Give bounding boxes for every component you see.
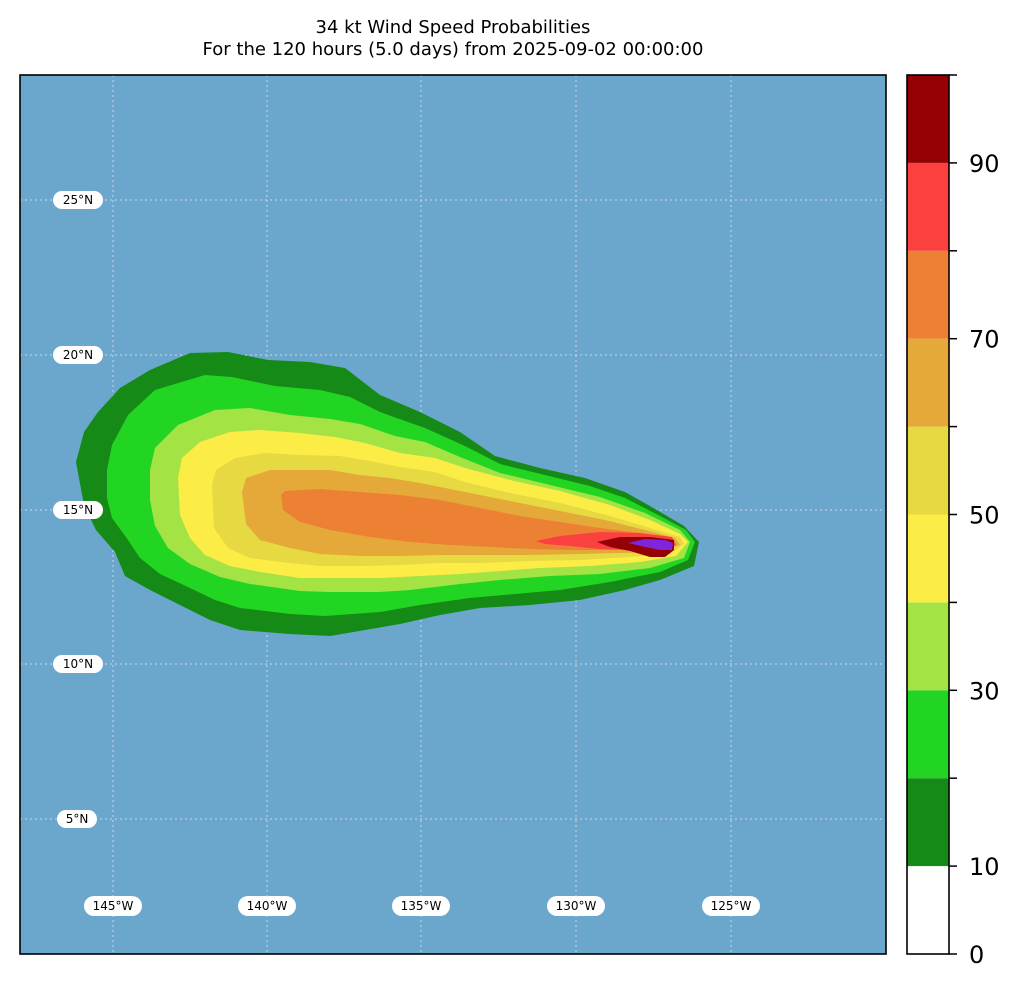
map-title: 34 kt Wind Speed Probabilities (315, 17, 591, 38)
colorbar-swatch-0-10 (907, 866, 949, 954)
lat-label-10n: 10°N (63, 657, 93, 671)
lon-label-group: 130°W (547, 896, 605, 916)
lon-label-group: 140°W (238, 896, 296, 916)
colorbar-tick-label-10: 10 (969, 853, 1000, 881)
label-background (702, 896, 760, 916)
colorbar-swatch-20-30 (907, 690, 949, 779)
lat-label-group: 20°N (53, 346, 103, 364)
colorbar-swatch-60-70 (907, 338, 949, 427)
lon-label-145w: 145°W (93, 899, 134, 913)
latitude-labels: 25°N 20°N 15°N 10°N 5°N (53, 191, 103, 828)
label-background (53, 191, 103, 209)
colorbar-swatch-70-80 (907, 250, 949, 339)
label-background (53, 655, 103, 673)
lat-label-15n: 15°N (63, 503, 93, 517)
colorbar-swatch-40-50 (907, 514, 949, 603)
lon-label-group: 145°W (84, 896, 142, 916)
colorbar-tick-label-30: 30 (969, 677, 1000, 705)
colorbar-swatches (907, 75, 949, 954)
label-background (547, 896, 605, 916)
lon-label-135w: 135°W (401, 899, 442, 913)
label-background (53, 501, 103, 519)
lat-label-group: 5°N (57, 810, 97, 828)
lon-label-140w: 140°W (247, 899, 288, 913)
colorbar-swatch-10-20 (907, 778, 949, 867)
label-background (84, 896, 142, 916)
gridlines (20, 75, 886, 954)
map-subtitle: For the 120 hours (5.0 days) from 2025-0… (202, 39, 704, 60)
colorbar-tick-label-50: 50 (969, 502, 1000, 530)
colorbar-swatch-30-40 (907, 602, 949, 691)
lon-label-group: 135°W (392, 896, 450, 916)
lat-label-5n: 5°N (66, 812, 89, 826)
lat-label-group: 15°N (53, 501, 103, 519)
lat-label-group: 10°N (53, 655, 103, 673)
label-background (392, 896, 450, 916)
label-background (57, 810, 97, 828)
colorbar-tick-label-70: 70 (969, 326, 1000, 354)
label-background (238, 896, 296, 916)
lon-label-125w: 125°W (711, 899, 752, 913)
colorbar-tick-label-0: 0 (969, 941, 984, 969)
colorbar-swatch-90-100 (907, 75, 949, 163)
longitude-labels: 145°W 140°W 135°W 130°W 125°W (84, 896, 760, 916)
colorbar-ticks: 0 10 30 50 70 90 (949, 74, 1000, 969)
colorbar-tick-label-90: 90 (969, 150, 1000, 178)
label-background (53, 346, 103, 364)
lat-label-25n: 25°N (63, 193, 93, 207)
probability-contours (76, 352, 699, 636)
colorbar-swatch-50-60 (907, 426, 949, 515)
contour-90-100 (628, 539, 673, 550)
lat-label-group: 25°N (53, 191, 103, 209)
colorbar-swatch-80-90 (907, 162, 949, 251)
lat-label-20n: 20°N (63, 348, 93, 362)
map-frame (19, 74, 887, 955)
lon-label-130w: 130°W (556, 899, 597, 913)
lon-label-group: 125°W (702, 896, 760, 916)
